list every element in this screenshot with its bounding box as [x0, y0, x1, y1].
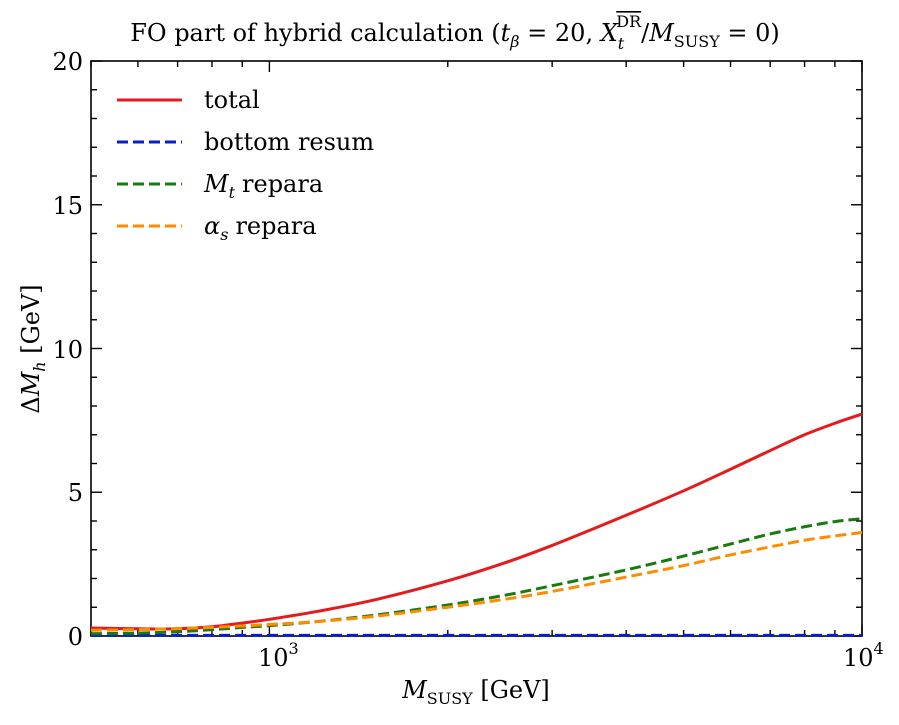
axis-ticks [90, 60, 863, 637]
legend-label-alphas-repara: αs repara [204, 212, 317, 244]
legend-label-bottom-resum: bottom resum [204, 128, 374, 156]
y-tick-label-0: 0 [68, 623, 83, 651]
series-line-alphas-repara [90, 531, 863, 632]
y-tick-label-20: 20 [52, 48, 83, 76]
y-axis-label: ΔMh [GeV] [17, 284, 49, 413]
chart-title: FO part of hybrid calculation (tβ = 20, … [130, 12, 780, 53]
x-axis-label: MSUSY [GeV] [401, 676, 550, 708]
y-tick-label-15: 15 [52, 192, 83, 220]
legend-label-total: total [204, 86, 260, 114]
series-layer [90, 412, 863, 637]
series-line-total [90, 412, 863, 631]
y-tick-label-5: 5 [68, 479, 83, 507]
x-tick-label-10000: 104 [843, 639, 884, 672]
y-tick-label-10: 10 [52, 336, 83, 364]
legend-label-mt-repara: Mt repara [203, 170, 323, 202]
x-tick-label-1000: 103 [258, 639, 299, 672]
series-line-mt-repara [90, 517, 863, 636]
x-tick-labels: 103 104 [258, 639, 884, 672]
y-tick-labels: 0 5 10 15 20 [52, 48, 83, 651]
legend: total bottom resum Mt repara αs repara [117, 86, 374, 244]
